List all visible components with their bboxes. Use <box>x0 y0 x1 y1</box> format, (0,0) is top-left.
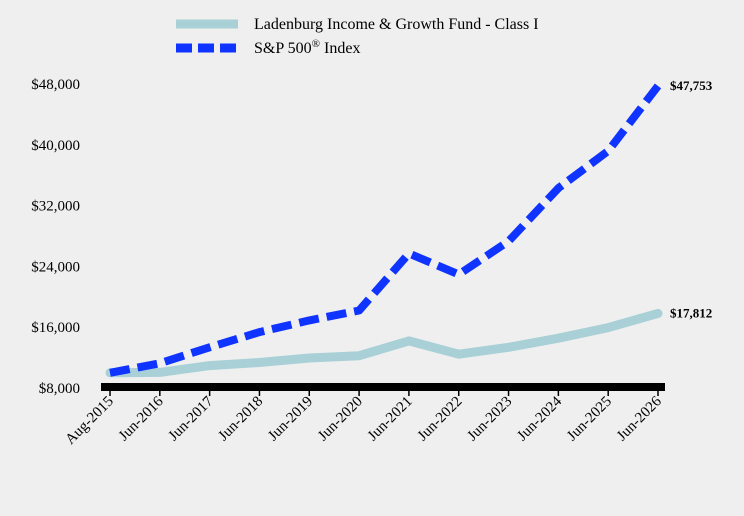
y-tick-label: $24,000 <box>31 259 80 275</box>
x-axis: Aug-2015 Jun-2016 Jun-2017 Jun-2018 Jun-2019… <box>63 383 665 448</box>
x-tick-label: Jun-2020 <box>315 394 366 445</box>
x-tick-label: Jun-2016 <box>116 393 167 444</box>
legend-label-1: Ladenburg Income & Growth Fund - Class I <box>254 16 539 33</box>
x-tick-label: Jun-2017 <box>166 393 217 444</box>
series-line-1 <box>105 308 663 378</box>
y-axis: $8,000 $16,000 $24,000 $32,000 $40,000 $48,00… <box>31 77 80 397</box>
y-tick-label: $16,000 <box>31 320 80 336</box>
x-axis-line <box>101 383 665 391</box>
x-tick-label: Jun-2026 <box>614 393 665 444</box>
x-tick-label: Jun-2021 <box>365 394 416 445</box>
x-tick-label: Jun-2024 <box>514 393 565 444</box>
legend-label-2: S&P 500® Index <box>254 38 360 57</box>
y-tick-label: $8,000 <box>39 381 80 397</box>
legend: Ladenburg Income & Growth Fund - Class I… <box>176 16 539 57</box>
legend-label-main: Ladenburg Income & Growth Fund - Class I <box>254 16 539 33</box>
series-layer <box>105 83 663 378</box>
x-tick-label: Jun-2025 <box>564 394 615 445</box>
x-tick-label: Jun-2023 <box>465 394 516 445</box>
y-tick-label: $48,000 <box>31 77 80 93</box>
end-value-label-2: $47,753 <box>670 78 713 93</box>
legend-label-suffix: Index <box>320 40 360 57</box>
x-tick-label: Jun-2019 <box>265 394 316 445</box>
x-tick-label: Jun-2022 <box>415 394 466 445</box>
end-labels: $17,812 $47,753 <box>670 78 713 321</box>
series-line-2 <box>109 83 662 377</box>
legend-label-main: S&P 500 <box>254 40 312 57</box>
x-tick-label: Aug-2015 <box>63 394 117 448</box>
x-tick-label: Jun-2018 <box>215 394 266 445</box>
legend-label-sup: ® <box>312 38 320 50</box>
y-tick-label: $32,000 <box>31 199 80 215</box>
y-tick-label: $40,000 <box>31 138 80 154</box>
end-value-label-1: $17,812 <box>670 305 712 320</box>
